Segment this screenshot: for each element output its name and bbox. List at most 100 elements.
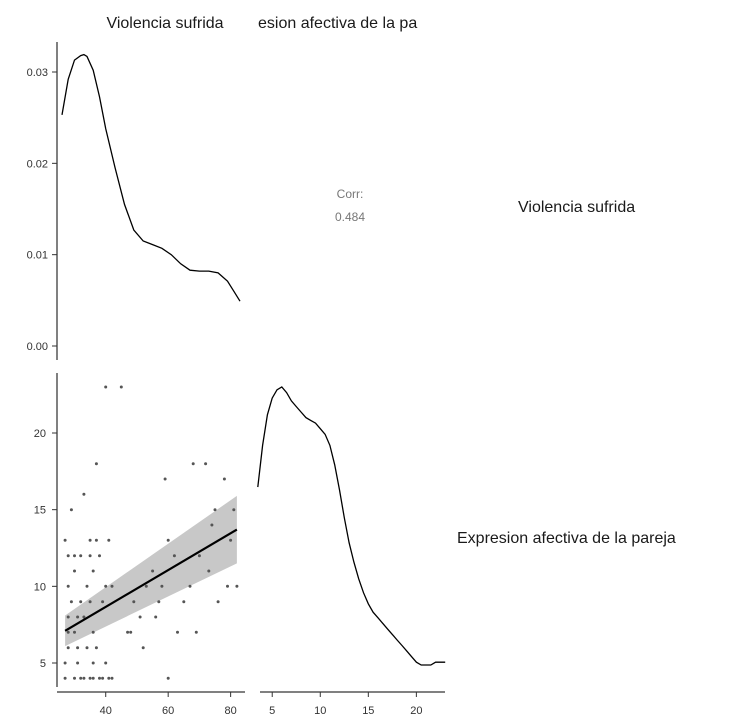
scatter-point <box>138 615 142 619</box>
scatter-point <box>66 646 70 650</box>
scatter-point <box>91 676 95 680</box>
x-tick-label: 80 <box>225 705 237 717</box>
scatter-point <box>229 538 233 542</box>
scatter-point <box>91 661 95 665</box>
scatter-point <box>154 615 158 619</box>
scatter-point <box>73 569 76 573</box>
scatter-point <box>163 477 167 481</box>
density-expresion-panel: 5 10 15 20 <box>257 386 446 717</box>
row-label-violencia: Violencia sufrida <box>518 199 635 216</box>
scatter-point <box>94 462 98 466</box>
scatter-point <box>82 676 86 680</box>
scatter-point <box>66 584 70 588</box>
scatter-point <box>166 538 170 542</box>
scatter-point <box>104 661 108 665</box>
scatter-point <box>73 554 76 558</box>
scatter-point <box>69 600 73 604</box>
scatter-point <box>194 630 198 634</box>
corr-label: Corr: <box>337 187 364 201</box>
scatter-point <box>132 600 136 604</box>
density-violencia-panel: 0.00 0.01 0.02 0.03 <box>27 42 241 360</box>
x-tick-label: 5 <box>269 705 275 717</box>
y-tick-label: 15 <box>34 505 46 517</box>
scatter-point <box>88 538 92 542</box>
scatter-point <box>235 584 239 588</box>
scatter-point <box>76 661 80 665</box>
scatter-point <box>73 630 76 634</box>
row-label-expresion: Expresion afectiva de la pareja <box>457 530 676 547</box>
scatter-point <box>88 554 92 558</box>
y-tick-label: 20 <box>34 428 46 440</box>
column-title-expresion: esion afectiva de la pa <box>258 15 417 32</box>
scatter-point <box>88 676 92 680</box>
scatter-point <box>188 584 192 588</box>
scatter-point <box>119 385 123 389</box>
scatter-point <box>63 661 67 665</box>
scatter-point <box>82 615 86 619</box>
scatter-point <box>191 462 195 466</box>
scatter-point <box>232 508 236 512</box>
scatter-point <box>204 462 208 466</box>
scatter-point <box>82 492 86 496</box>
scatter-point <box>88 600 92 604</box>
scatter-point <box>66 554 70 558</box>
x-tick-label: 20 <box>410 705 422 717</box>
scatter-point <box>98 676 101 680</box>
scatter-point <box>94 538 98 542</box>
y-tick-label: 0.02 <box>27 158 48 170</box>
scatter-point <box>144 584 148 588</box>
scatter-point <box>76 646 80 650</box>
scatter-point <box>79 676 83 680</box>
scatter-point <box>66 615 70 619</box>
density-curve <box>257 386 446 666</box>
x-tick-label: 40 <box>100 705 112 717</box>
scatter-point <box>73 676 76 680</box>
x-tick-label: 15 <box>362 705 374 717</box>
scatter-point <box>69 508 73 512</box>
scatter-point <box>85 646 89 650</box>
scatter-point <box>222 477 226 481</box>
scatter-point <box>66 630 70 634</box>
corr-value: 0.484 <box>335 210 365 224</box>
scatter-point <box>182 600 186 604</box>
y-tick-label: 0.00 <box>27 341 48 353</box>
scatter-point <box>176 630 179 634</box>
scatter-point <box>151 569 155 573</box>
y-tick-label: 5 <box>40 658 46 670</box>
scatter-point <box>63 538 67 542</box>
scatter-point <box>79 554 83 558</box>
scatter-point <box>94 646 98 650</box>
scatter-point <box>79 600 83 604</box>
x-tick-label: 10 <box>314 705 326 717</box>
scatter-point <box>207 569 211 573</box>
scatter-point <box>226 584 229 588</box>
scatter-point <box>76 615 80 619</box>
scatter-point <box>213 508 217 512</box>
scatter-point <box>101 676 105 680</box>
scatter-point <box>172 554 176 558</box>
scatter-point <box>85 584 89 588</box>
scatter-point <box>91 569 95 573</box>
scatter-point <box>166 676 170 680</box>
confidence-band <box>65 495 237 647</box>
scatter-point <box>110 676 114 680</box>
scatter-point <box>141 646 145 650</box>
scatter-point <box>107 676 111 680</box>
scatter-point <box>216 600 220 604</box>
scatter-point <box>101 600 105 604</box>
y-tick-label: 10 <box>34 581 46 593</box>
x-tick-label: 60 <box>162 705 174 717</box>
density-curve <box>61 53 241 302</box>
y-tick-label: 0.03 <box>27 67 48 79</box>
scatter-point <box>104 584 108 588</box>
column-title-violencia: Violencia sufrida <box>106 15 223 32</box>
scatter-point <box>126 630 130 634</box>
scatter-point <box>91 630 95 634</box>
scatter-point <box>107 538 111 542</box>
scatter-point <box>63 676 67 680</box>
regression-line <box>64 528 238 632</box>
scatter-point <box>197 554 201 558</box>
scatter-panel: 5 10 15 20 40 60 80 <box>34 373 245 717</box>
scatter-point <box>210 523 214 527</box>
